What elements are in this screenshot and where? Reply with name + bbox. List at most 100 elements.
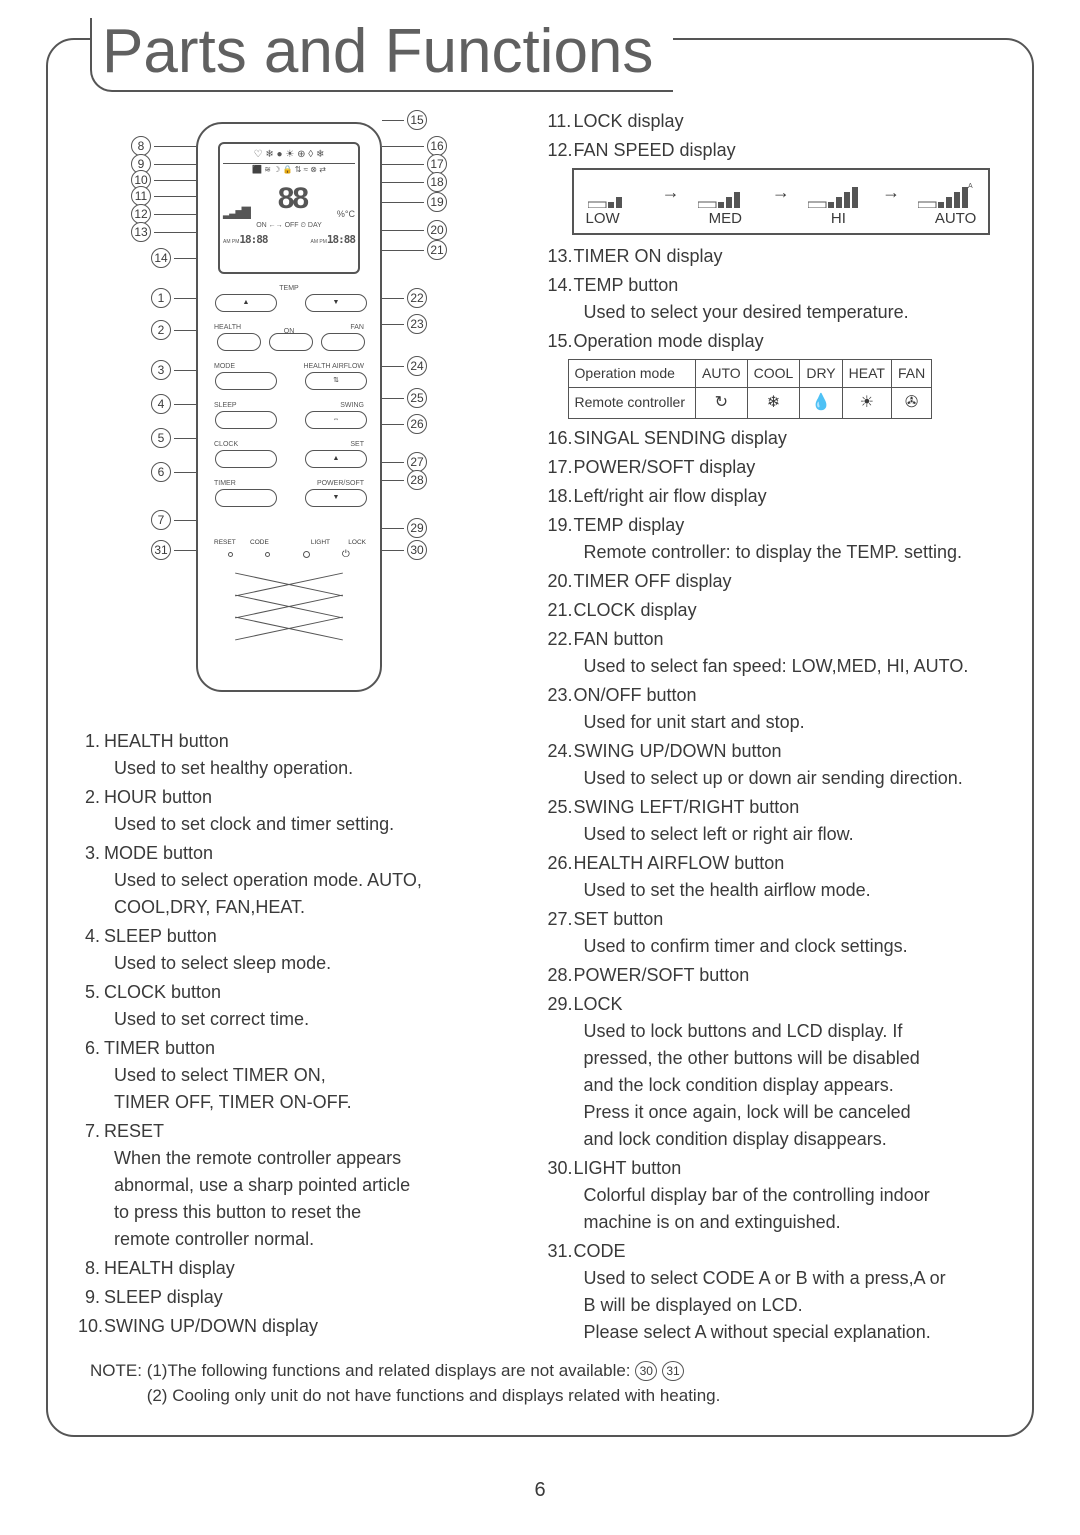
- callout-circle: 15: [407, 110, 427, 130]
- fan-bars-icon: ▂▃▅▇: [223, 203, 248, 221]
- callout-circle: 31: [151, 540, 171, 560]
- light-pin: [303, 551, 310, 558]
- callout-circle: 6: [151, 462, 171, 482]
- item-7: 7. RESETWhen the remote controller appea…: [78, 1118, 522, 1253]
- callout-8: 8: [131, 136, 196, 156]
- left-column: ♡ ❄ ● ☀ ⊕ ◊ ❄ ⬛ ≋ ☽ 🔒 ⇅ ≈ ⊗ ⇄ ▂▃▅▇ 88 %°…: [78, 102, 522, 1348]
- item-title: Operation mode display: [574, 331, 764, 351]
- item-12: 12. FAN SPEED display: [548, 137, 1001, 164]
- item-title: RESET: [104, 1121, 164, 1141]
- item-3: 3. MODE buttonUsed to select operation m…: [78, 840, 522, 921]
- item-title: HEALTH display: [104, 1258, 235, 1278]
- callout-14: 14: [151, 248, 196, 268]
- item-title: CLOCK button: [104, 982, 221, 1002]
- remote-figure: ♡ ❄ ● ☀ ⊕ ◊ ❄ ⬛ ≋ ☽ 🔒 ⇅ ≈ ⊗ ⇄ ▂▃▅▇ 88 %°…: [78, 102, 522, 722]
- item-title: Left/right air flow display: [574, 486, 767, 506]
- callout-circle: 11: [131, 186, 151, 206]
- item-29: 29. LOCKUsed to lock buttons and LCD dis…: [548, 991, 1001, 1153]
- item-15: 15. Operation mode display: [548, 328, 1001, 355]
- callout-circle: 18: [427, 172, 447, 192]
- right-column: 11. LOCK display12. FAN SPEED display →→→…: [548, 102, 1001, 1348]
- item-title: HOUR button: [104, 787, 212, 807]
- item-title: HEALTH button: [104, 731, 229, 751]
- page-frame: Parts and Functions ♡ ❄ ● ☀ ⊕ ◊ ❄ ⬛ ≋ ☽ …: [46, 38, 1034, 1437]
- item-title: POWER/SOFT display: [574, 457, 756, 477]
- callout-5: 5: [151, 428, 196, 448]
- callout-circle: 22: [407, 288, 427, 308]
- item-26: 26. HEALTH AIRFLOW buttonUsed to set the…: [548, 850, 1001, 904]
- callout-30: 30: [382, 540, 427, 560]
- item-title: SWING LEFT/RIGHT button: [574, 797, 800, 817]
- code-pin: [265, 552, 270, 557]
- callout-circle: 14: [151, 248, 171, 268]
- callout-circle: 24: [407, 356, 427, 376]
- remote-button: ⇔: [305, 411, 367, 429]
- item-title: SWING UP/DOWN display: [104, 1316, 318, 1336]
- callout-circle: 13: [131, 222, 151, 242]
- callout-21: 21: [382, 240, 447, 260]
- remote-button: [215, 489, 277, 507]
- item-11: 11. LOCK display: [548, 108, 1001, 135]
- callout-20: 20: [382, 220, 447, 240]
- page-number: 6: [0, 1475, 1080, 1505]
- item-24: 24. SWING UP/DOWN buttonUsed to select u…: [548, 738, 1001, 792]
- callout-circle: 17: [427, 154, 447, 174]
- temp-digits: 88: [278, 176, 307, 221]
- item-5: 5. CLOCK buttonUsed to set correct time.: [78, 979, 522, 1033]
- item-13: 13. TIMER ON display: [548, 243, 1001, 270]
- callout-circle: 7: [151, 510, 171, 530]
- item-title: SLEEP button: [104, 926, 217, 946]
- temp-unit: %°C: [337, 208, 355, 222]
- fan-speed-diagram: →→→ALOWMEDHIAUTO: [572, 168, 991, 235]
- callout-circle: 20: [427, 220, 447, 240]
- remote-button: ▼: [305, 489, 367, 507]
- callout-24: 24: [382, 356, 427, 376]
- callout-circle: 2: [151, 320, 171, 340]
- remote-button: [217, 333, 261, 351]
- columns: ♡ ❄ ● ☀ ⊕ ◊ ❄ ⬛ ≋ ☽ 🔒 ⇅ ≈ ⊗ ⇄ ▂▃▅▇ 88 %°…: [48, 92, 1032, 1348]
- remote-button: [321, 333, 365, 351]
- callout-29: 29: [382, 518, 427, 538]
- note-section: NOTE: (1)The following functions and rel…: [48, 1348, 1032, 1409]
- item-8: 8. HEALTH display: [78, 1255, 522, 1282]
- callout-15: 15: [382, 110, 427, 130]
- remote-button: ▲: [305, 450, 367, 468]
- item-19: 19. TEMP displayRemote controller: to di…: [548, 512, 1001, 566]
- callout-circle: 12: [131, 204, 151, 224]
- callout-17: 17: [382, 154, 447, 174]
- note-ref-31: 31: [662, 1361, 684, 1381]
- callout-circle: 23: [407, 314, 427, 334]
- lcd-screen: ♡ ❄ ● ☀ ⊕ ◊ ❄ ⬛ ≋ ☽ 🔒 ⇅ ≈ ⊗ ⇄ ▂▃▅▇ 88 %°…: [218, 142, 360, 274]
- callout-23: 23: [382, 314, 427, 334]
- note-line1: (1)The following functions and related d…: [147, 1361, 631, 1380]
- remote-button: [215, 450, 277, 468]
- item-14: 14. TEMP buttonUsed to select your desir…: [548, 272, 1001, 326]
- item-16: 16. SINGAL SENDING display: [548, 425, 1001, 452]
- callout-circle: 19: [427, 192, 447, 212]
- item-21: 21. CLOCK display: [548, 597, 1001, 624]
- remote-button: [215, 372, 277, 390]
- remote-button: [215, 411, 277, 429]
- callout-circle: 28: [407, 470, 427, 490]
- callout-25: 25: [382, 388, 427, 408]
- note-prefix: NOTE:: [90, 1361, 142, 1380]
- callout-19: 19: [382, 192, 447, 212]
- item-25: 25. SWING LEFT/RIGHT buttonUsed to selec…: [548, 794, 1001, 848]
- item-6: 6. TIMER buttonUsed to select TIMER ON,T…: [78, 1035, 522, 1116]
- remote-button: [269, 333, 313, 351]
- item-title: LOCK display: [574, 111, 684, 131]
- callout-circle: 4: [151, 394, 171, 414]
- item-28: 28. POWER/SOFT button: [548, 962, 1001, 989]
- remote-button: ▲: [215, 294, 277, 312]
- item-title: FAN SPEED display: [574, 140, 736, 160]
- title-tab: Parts and Functions: [90, 18, 673, 92]
- item-title: MODE button: [104, 843, 213, 863]
- item-17: 17. POWER/SOFT display: [548, 454, 1001, 481]
- pinhole-row: RESET CODE LIGHT LOCK ⏻: [198, 547, 380, 562]
- note-ref-30: 30: [635, 1361, 657, 1381]
- speaker-grille: [234, 584, 344, 672]
- item-title: CLOCK display: [574, 600, 697, 620]
- item-1: 1. HEALTH buttonUsed to set healthy oper…: [78, 728, 522, 782]
- remote-button: ⇅: [305, 372, 367, 390]
- item-title: ON/OFF button: [574, 685, 697, 705]
